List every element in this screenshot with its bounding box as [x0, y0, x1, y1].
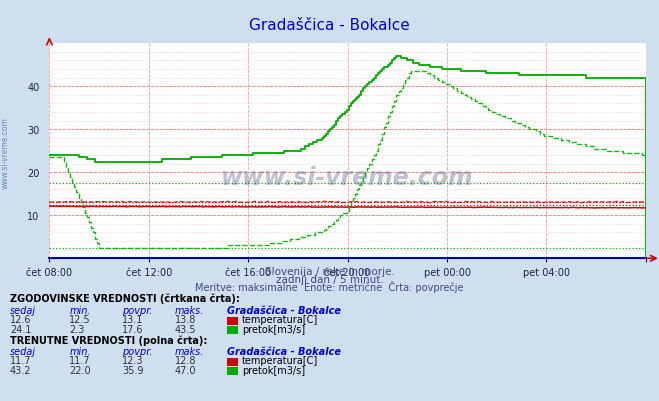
Text: Meritve: maksimalne  Enote: metrične  Črta: povprečje: Meritve: maksimalne Enote: metrične Črta…	[195, 281, 464, 293]
Text: 22.0: 22.0	[69, 365, 91, 375]
Text: Gradaščica - Bokalce: Gradaščica - Bokalce	[249, 18, 410, 33]
Text: min.: min.	[69, 305, 91, 315]
Text: 13.8: 13.8	[175, 314, 196, 324]
Text: 13.1: 13.1	[122, 314, 143, 324]
Text: 12.6: 12.6	[10, 314, 32, 324]
Text: pretok[m3/s]: pretok[m3/s]	[242, 324, 305, 334]
Text: www.si-vreme.com: www.si-vreme.com	[1, 117, 10, 188]
Text: temperatura[C]: temperatura[C]	[242, 314, 318, 324]
Text: TRENUTNE VREDNOSTI (polna črta):: TRENUTNE VREDNOSTI (polna črta):	[10, 334, 208, 345]
Text: 2.3: 2.3	[69, 324, 84, 334]
Text: zadnji dan / 5 minut.: zadnji dan / 5 minut.	[275, 275, 384, 285]
Text: ZGODOVINSKE VREDNOSTI (črtkana črta):: ZGODOVINSKE VREDNOSTI (črtkana črta):	[10, 293, 240, 304]
Text: 12.8: 12.8	[175, 355, 196, 365]
Text: 17.6: 17.6	[122, 324, 144, 334]
Text: maks.: maks.	[175, 305, 204, 315]
Text: sedaj: sedaj	[10, 346, 36, 356]
Text: www.si-vreme.com: www.si-vreme.com	[221, 165, 474, 189]
Text: 47.0: 47.0	[175, 365, 196, 375]
Text: 11.7: 11.7	[69, 355, 91, 365]
Text: 35.9: 35.9	[122, 365, 144, 375]
Text: Gradaščica - Bokalce: Gradaščica - Bokalce	[227, 305, 341, 315]
Text: temperatura[C]: temperatura[C]	[242, 355, 318, 365]
Text: 43.2: 43.2	[10, 365, 32, 375]
Text: 24.1: 24.1	[10, 324, 32, 334]
Text: pretok[m3/s]: pretok[m3/s]	[242, 365, 305, 375]
Text: 11.7: 11.7	[10, 355, 32, 365]
Text: sedaj: sedaj	[10, 305, 36, 315]
Text: povpr.: povpr.	[122, 346, 152, 356]
Text: Gradaščica - Bokalce: Gradaščica - Bokalce	[227, 346, 341, 356]
Text: maks.: maks.	[175, 346, 204, 356]
Text: 12.3: 12.3	[122, 355, 144, 365]
Text: Slovenija / reke in morje.: Slovenija / reke in morje.	[264, 267, 395, 277]
Text: min.: min.	[69, 346, 91, 356]
Text: 43.5: 43.5	[175, 324, 196, 334]
Text: povpr.: povpr.	[122, 305, 152, 315]
Text: 12.5: 12.5	[69, 314, 91, 324]
